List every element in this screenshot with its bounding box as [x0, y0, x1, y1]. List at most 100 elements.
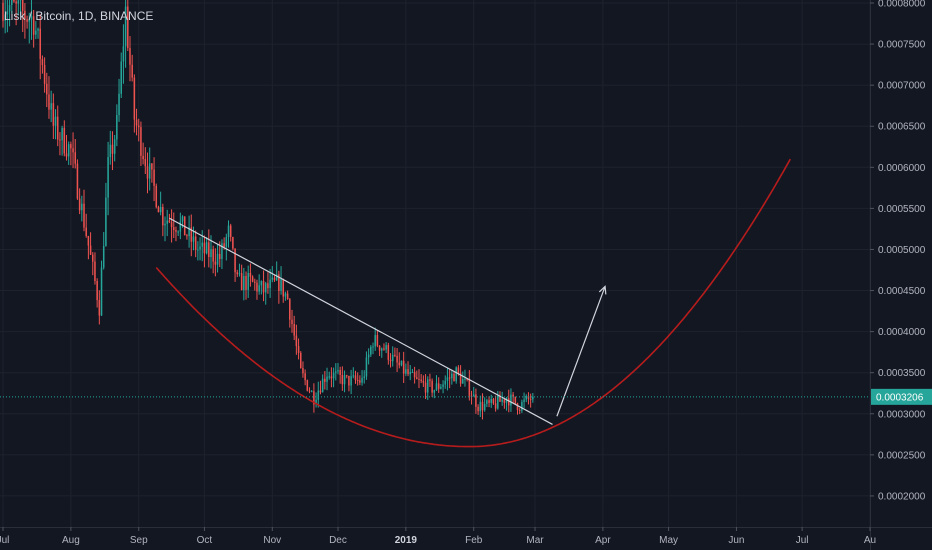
candle-body [2, 3, 4, 21]
candle-body [370, 346, 372, 355]
candle-body [503, 399, 506, 403]
candle-body [199, 246, 201, 250]
candle-body [63, 127, 66, 154]
candle-body [275, 274, 278, 281]
candle-body [328, 376, 330, 378]
candle-body [148, 163, 151, 179]
candle-body [188, 227, 190, 237]
candle-body [306, 380, 309, 391]
candle-body [118, 93, 120, 116]
candle-body [245, 275, 247, 290]
candle-body [280, 278, 282, 291]
candle-body [107, 157, 109, 198]
candle-body [400, 360, 403, 366]
candle-body [4, 14, 6, 21]
candle-body [479, 401, 482, 412]
candle-body [153, 169, 155, 186]
candle-body [289, 299, 291, 320]
candle-body [175, 229, 177, 232]
y-tick-label: 0.0003000 [878, 409, 926, 420]
candle-body [144, 159, 147, 167]
candle-body [297, 346, 300, 353]
candle-body [405, 369, 407, 374]
candle-body [208, 242, 210, 258]
candle-body [269, 279, 271, 289]
candle-body [492, 398, 495, 404]
candle-body [282, 278, 285, 297]
candle-body [142, 155, 144, 160]
candle-body [15, 1, 17, 4]
candle-body [120, 61, 122, 94]
candle-body [194, 236, 197, 250]
candle-body [39, 28, 41, 60]
x-tick-label: May [659, 535, 678, 546]
candle-body [501, 399, 503, 402]
candle-body [457, 367, 460, 373]
candle-body [319, 390, 322, 393]
candle-body [28, 19, 31, 22]
candle-body [13, 0, 15, 2]
candle-body [437, 383, 440, 389]
candle-body [341, 374, 344, 385]
candle-body [43, 64, 46, 84]
candle-body [256, 282, 258, 292]
candle-body [240, 273, 243, 291]
candle-body [426, 379, 429, 393]
candle-body [486, 400, 488, 404]
candle-body [41, 59, 44, 65]
candle-body [229, 225, 232, 237]
candle-body [505, 398, 508, 403]
candle-body [74, 152, 77, 164]
candle-body [291, 319, 293, 324]
arrow-line[interactable] [556, 286, 606, 417]
candle-body [32, 16, 35, 35]
candle-body [339, 370, 341, 375]
candle-body [67, 144, 70, 157]
trendline[interactable] [169, 217, 553, 425]
y-tick-label: 0.0006500 [878, 122, 926, 133]
candle-body [236, 272, 239, 275]
candle-body [521, 401, 523, 411]
candle-body [332, 372, 335, 379]
candle-body [81, 203, 83, 211]
candle-body [387, 345, 390, 360]
candle-body [162, 207, 164, 226]
candle-body [173, 227, 175, 230]
candle-body [356, 379, 359, 381]
candle-body [448, 377, 451, 379]
candle-body [302, 367, 304, 374]
candle-body [348, 375, 350, 386]
candle-body [295, 335, 298, 347]
candle-body [483, 403, 486, 411]
x-tick-label: Jun [728, 535, 744, 546]
candle-body [122, 46, 125, 62]
x-tick-label: Apr [595, 535, 611, 546]
candle-body [477, 406, 479, 412]
candle-body [91, 254, 94, 262]
candle-body [422, 380, 425, 383]
candle-body [523, 399, 525, 402]
candle-body [177, 231, 179, 233]
candle-body [278, 274, 280, 291]
x-tick-label: 2019 [395, 535, 418, 546]
candle-body [464, 378, 466, 380]
candle-body [271, 277, 274, 280]
candle-body [59, 139, 61, 141]
candle-body [205, 242, 208, 254]
candle-body [30, 16, 33, 20]
candle-body [133, 77, 136, 120]
rounding-bottom-curve[interactable] [155, 158, 791, 448]
candle-body [98, 300, 101, 316]
candle-body [518, 409, 521, 411]
candle-body [455, 367, 457, 382]
candle-body [433, 390, 436, 393]
candle-body [529, 398, 532, 400]
candle-body [442, 384, 444, 387]
candle-body [363, 376, 366, 378]
candle-body [201, 242, 204, 247]
candle-body [262, 281, 265, 293]
candle-body [510, 394, 512, 406]
candle-body [210, 249, 212, 258]
candle-body [416, 377, 418, 379]
candle-body [225, 237, 228, 247]
